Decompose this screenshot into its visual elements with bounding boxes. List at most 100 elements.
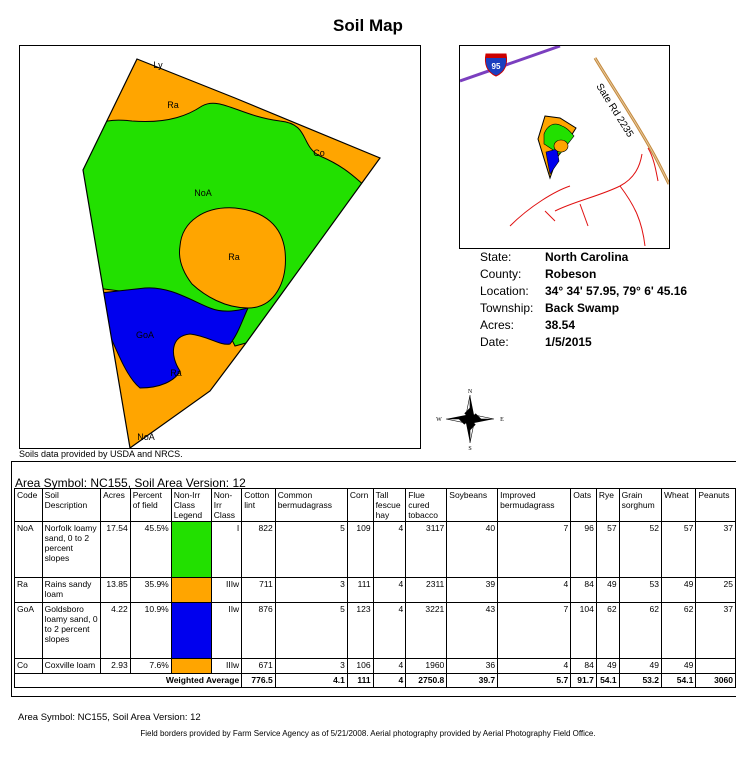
header-class: Non-Irr Class xyxy=(210,488,243,522)
cell-tobacco: 3117 xyxy=(405,521,448,578)
legend-swatch xyxy=(171,603,211,658)
date-value: 1/5/2015 xyxy=(545,335,592,349)
cell-sorghum: 49 xyxy=(618,658,663,674)
acres-value: 38.54 xyxy=(545,318,576,332)
locator-map: 95 Sate Rd 2235 xyxy=(459,45,670,249)
cell-fescue: 4 xyxy=(372,577,407,603)
cell-acres: 13.85 xyxy=(100,577,131,603)
field-boundary xyxy=(82,58,381,448)
cell-legend xyxy=(170,658,212,674)
cell-percent: 45.5% xyxy=(129,521,172,578)
cell-acres: 17.54 xyxy=(100,521,131,578)
cell-legend xyxy=(170,521,212,578)
table-row: Ra Rains sandy loam 13.85 35.9% IIIw 711… xyxy=(14,577,736,603)
cell-rye: 62 xyxy=(595,602,620,659)
local-roads xyxy=(509,147,659,247)
cell-corn: 106 xyxy=(346,658,374,674)
compass-rose-icon: N S E W xyxy=(436,387,506,456)
map-label-ra: Ra xyxy=(170,368,182,378)
wa-corn: 111 xyxy=(346,673,374,688)
cell-corn: 123 xyxy=(346,602,374,659)
wa-fescue: 4 xyxy=(372,673,407,688)
soil-table-frame xyxy=(11,461,736,697)
cell-soybeans: 36 xyxy=(446,658,499,674)
header-class-legend: Non-Irr Class Legend xyxy=(170,488,212,522)
wa-common-berm: 4.1 xyxy=(274,673,348,688)
cell-common-berm: 5 xyxy=(274,521,348,578)
cell-cotton: 711 xyxy=(241,577,276,603)
cell-improved-berm: 4 xyxy=(497,577,572,603)
cell-description: Rains sandy loam xyxy=(41,577,102,603)
interstate-shield-icon: 95 xyxy=(484,53,508,77)
header-rye: Rye xyxy=(595,488,620,522)
cell-peanuts: 37 xyxy=(695,521,736,578)
cell-improved-berm: 4 xyxy=(497,658,572,674)
cell-oats: 84 xyxy=(570,658,597,674)
map-area-goa xyxy=(91,287,249,389)
cell-soybeans: 39 xyxy=(446,577,499,603)
acres-label: Acres: xyxy=(480,318,515,332)
cell-soybeans: 40 xyxy=(446,521,499,578)
legend-swatch xyxy=(171,578,211,602)
cell-common-berm: 5 xyxy=(274,602,348,659)
cell-class: IIIw xyxy=(210,577,243,603)
weighted-average-label: Weighted Average xyxy=(13,673,243,688)
cell-code: NoA xyxy=(14,521,43,578)
map-label-ly: Ly xyxy=(153,60,163,70)
header-corn: Corn xyxy=(346,488,374,522)
cell-corn: 109 xyxy=(346,521,374,578)
cell-tobacco: 3221 xyxy=(405,602,448,659)
header-cotton: Cotton lint xyxy=(241,488,276,522)
cell-rye: 49 xyxy=(595,577,620,603)
compass-s: S xyxy=(468,446,471,451)
map-label-ra: Ra xyxy=(228,252,240,262)
cell-improved-berm: 7 xyxy=(497,602,572,659)
cell-tobacco: 1960 xyxy=(405,658,448,674)
wa-rye: 54.1 xyxy=(595,673,620,688)
cell-class: IIw xyxy=(210,602,243,659)
header-fescue: Tall fescue hay xyxy=(372,488,407,522)
cell-peanuts: 37 xyxy=(695,602,736,659)
map-label-noa: NoA xyxy=(194,188,212,198)
header-percent: Percent of field xyxy=(129,488,172,522)
cell-percent: 35.9% xyxy=(129,577,172,603)
header-peanuts: Peanuts xyxy=(695,488,736,522)
cell-percent: 10.9% xyxy=(129,602,172,659)
header-wheat: Wheat xyxy=(660,488,697,522)
soils-credit: Soils data provided by USDA and NRCS. xyxy=(19,449,183,459)
footer-area-symbol: Area Symbol: NC155, Soil Area Version: 1… xyxy=(18,712,201,723)
map-label-noa: NoA xyxy=(137,432,155,442)
header-improved-bermudagrass: Improved bermudagrass xyxy=(497,488,572,522)
table-area-symbol: Area Symbol: NC155, Soil Area Version: 1… xyxy=(15,476,246,490)
cell-wheat: 49 xyxy=(660,658,697,674)
cell-legend xyxy=(170,602,212,659)
wa-wheat: 54.1 xyxy=(660,673,697,688)
cell-acres: 4.22 xyxy=(100,602,131,659)
cell-acres: 2.93 xyxy=(100,658,131,674)
cell-cotton: 822 xyxy=(241,521,276,578)
table-row: Co Coxville loam 2.93 7.6% IIIw 671 3 10… xyxy=(14,658,736,674)
table-row: GoA Goldsboro loamy sand, 0 to 2 percent… xyxy=(14,602,736,659)
cell-class: I xyxy=(210,521,243,578)
state-value: North Carolina xyxy=(545,250,629,264)
cell-description: Norfolk loamy sand, 0 to 2 percent slope… xyxy=(41,521,102,578)
map-label-ra: Ra xyxy=(167,100,179,110)
cell-code: Co xyxy=(14,658,43,674)
table-row: NoA Norfolk loamy sand, 0 to 2 percent s… xyxy=(14,521,736,578)
cell-rye: 57 xyxy=(595,521,620,578)
township-value: Back Swamp xyxy=(545,301,620,315)
cell-sorghum: 52 xyxy=(618,521,663,578)
locator-field xyxy=(537,115,577,180)
cell-soybeans: 43 xyxy=(446,602,499,659)
cell-common-berm: 3 xyxy=(274,577,348,603)
header-code: Code xyxy=(14,488,43,522)
interstate-number: 95 xyxy=(492,62,501,71)
cell-wheat: 49 xyxy=(660,577,697,603)
wa-tobacco: 2750.8 xyxy=(405,673,448,688)
cell-percent: 7.6% xyxy=(129,658,172,674)
cell-common-berm: 3 xyxy=(274,658,348,674)
township-label: Township: xyxy=(480,301,534,315)
soil-map-canvas: Ly Ra Co NoA Ra GoA Ra NoA xyxy=(82,58,381,448)
cell-rye: 49 xyxy=(595,658,620,674)
cell-description: Coxville loam xyxy=(41,658,102,674)
